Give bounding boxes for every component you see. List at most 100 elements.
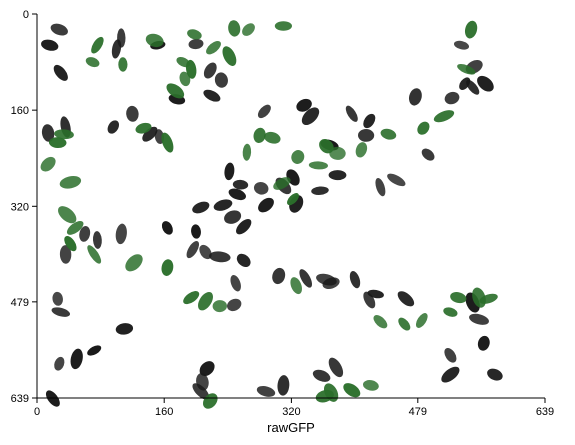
data-point <box>198 291 213 311</box>
data-point <box>64 236 77 252</box>
data-point <box>45 390 60 407</box>
data-point <box>236 219 252 235</box>
data-point <box>311 186 329 195</box>
y-axis-ticks: 0 160 320 479 639 <box>11 9 37 405</box>
data-point <box>107 120 120 134</box>
data-point <box>358 128 375 142</box>
data-point <box>199 361 215 377</box>
data-point <box>54 356 65 371</box>
data-point <box>469 313 489 325</box>
data-point <box>345 105 358 122</box>
data-point <box>444 348 457 363</box>
data-point <box>179 71 191 87</box>
data-point <box>203 393 218 409</box>
data-point <box>230 274 241 292</box>
data-point <box>362 380 379 391</box>
y-tick-label: 639 <box>11 393 29 405</box>
data-point <box>253 182 269 195</box>
data-point <box>397 291 415 307</box>
data-point <box>228 188 246 201</box>
data-point <box>290 277 302 295</box>
data-point <box>315 389 334 403</box>
data-point <box>183 291 200 305</box>
data-point <box>242 143 252 161</box>
data-point <box>380 128 397 140</box>
data-point <box>199 244 212 260</box>
data-point <box>59 245 72 264</box>
data-point <box>214 72 228 88</box>
data-point <box>487 368 503 381</box>
data-point <box>142 126 158 142</box>
x-tick-label: 0 <box>34 406 40 418</box>
data-point <box>232 179 249 190</box>
data-point <box>433 110 455 123</box>
data-point <box>209 251 231 263</box>
data-point <box>291 150 305 164</box>
data-point <box>253 127 266 144</box>
data-point <box>441 366 460 383</box>
data-point <box>227 298 242 312</box>
data-point <box>145 33 164 48</box>
data-point <box>453 40 470 50</box>
data-point <box>312 369 331 382</box>
data-point <box>213 199 233 211</box>
data-point <box>343 383 361 398</box>
data-point <box>466 79 480 95</box>
data-point <box>274 21 292 31</box>
data-point <box>58 206 77 224</box>
data-point <box>185 59 197 79</box>
data-point <box>126 105 139 122</box>
data-point <box>308 161 328 170</box>
data-point <box>328 357 344 378</box>
data-point <box>85 57 100 68</box>
data-point <box>224 210 242 224</box>
x-axis-ticks: 0 160 320 479 639 <box>34 398 554 418</box>
data-point <box>192 201 210 214</box>
data-point <box>355 142 368 158</box>
data-point <box>464 20 478 39</box>
data-point <box>257 104 271 119</box>
data-point <box>91 36 104 54</box>
data-point <box>203 89 221 102</box>
data-point <box>188 38 204 50</box>
data-point <box>125 254 143 272</box>
data-point <box>66 220 84 235</box>
data-point <box>477 335 490 351</box>
data-point <box>387 173 406 187</box>
data-point <box>70 348 83 370</box>
data-point <box>115 323 134 335</box>
data-point <box>398 317 411 331</box>
data-point <box>161 132 174 153</box>
y-tick-label: 0 <box>23 9 29 21</box>
data-point <box>256 385 276 397</box>
data-point <box>87 245 102 264</box>
data-point <box>477 75 494 92</box>
data-point <box>41 124 55 142</box>
data-point <box>417 121 430 135</box>
data-point <box>479 293 498 304</box>
data-point <box>186 241 200 259</box>
data-point <box>373 315 388 329</box>
x-tick-label: 160 <box>155 406 173 418</box>
data-point <box>41 39 59 51</box>
data-point <box>115 223 127 245</box>
data-point <box>118 57 128 72</box>
data-point <box>187 29 202 40</box>
x-tick-label: 320 <box>282 406 300 418</box>
data-point <box>349 271 361 289</box>
data-point <box>161 221 173 235</box>
data-point <box>166 83 185 99</box>
data-point <box>40 156 56 172</box>
y-tick-label: 320 <box>11 201 29 213</box>
data-point <box>224 162 235 181</box>
data-point <box>444 91 460 105</box>
data-point <box>53 64 68 81</box>
data-point <box>273 177 291 190</box>
data-point <box>329 146 346 160</box>
data-point <box>206 40 221 55</box>
data-point <box>296 98 312 112</box>
data-point <box>328 170 347 181</box>
data-point <box>59 175 82 189</box>
data-point <box>242 23 255 36</box>
